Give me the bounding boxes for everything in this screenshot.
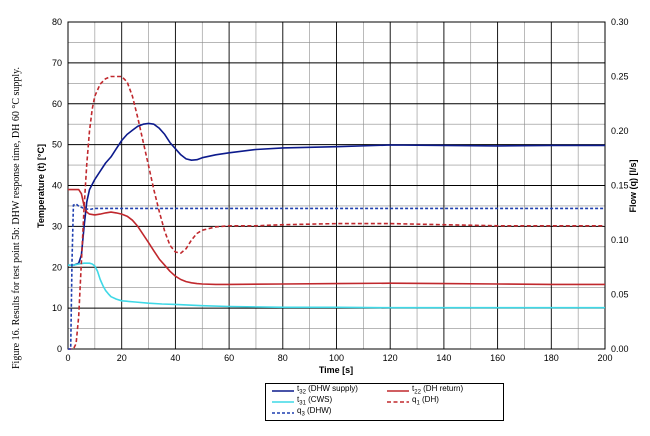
legend-label: t31 (CWS) (297, 394, 332, 410)
x-tick-label: 20 (117, 353, 127, 363)
y-left-tick-label: 20 (52, 262, 62, 272)
legend-label-main: q (297, 405, 302, 415)
y-left-axis-title: Temperature (t) [°C] (36, 144, 46, 228)
x-tick-label: 200 (597, 353, 612, 363)
legend-label-main: q (412, 394, 417, 404)
legend-label-text: (DH) (419, 394, 439, 404)
y-left-tick-label: 0 (57, 344, 62, 354)
legend-label-text: (DHW supply) (305, 383, 358, 393)
x-tick-label: 180 (544, 353, 559, 363)
x-tick-label: 100 (329, 353, 344, 363)
legend-label: q1 (DH) (412, 394, 439, 410)
legend-label-subscript: 1 (416, 400, 420, 407)
legend-swatch (272, 389, 294, 392)
legend-label-subscript: 31 (299, 400, 306, 407)
legend-item: t32 (DHW supply) (272, 383, 358, 399)
x-axis-title: Time [s] (319, 365, 353, 375)
y-right-tick-label: 0.20 (611, 126, 629, 136)
figure-caption: Figure 16. Results for test point 5b: DH… (11, 67, 22, 369)
y-left-tick-label: 50 (52, 140, 62, 150)
legend-label-subscript: 3 (301, 411, 305, 418)
x-tick-label: 80 (278, 353, 288, 363)
x-tick-label: 120 (383, 353, 398, 363)
series-line-0 (68, 122, 605, 267)
y-left-tick-label: 40 (52, 181, 62, 191)
legend-swatch (272, 411, 294, 414)
y-right-tick-label: 0.10 (611, 235, 629, 245)
series-layer (68, 75, 605, 350)
y-right-tick-label: 0.00 (611, 344, 629, 354)
chart-legend: t32 (DHW supply) t22 (DH return) t31 (CWS)… (265, 383, 504, 421)
legend-label-main: t (412, 383, 415, 393)
x-tick-label: 160 (490, 353, 505, 363)
y-left-tick-label: 30 (52, 221, 62, 231)
y-left-tick-labels: 0 10 20 30 40 50 60 70 80 (52, 17, 62, 354)
series-line-4 (68, 203, 605, 350)
legend-label-main: t (297, 394, 300, 404)
legend-item: t22 (DH return) (387, 383, 463, 399)
legend-label-main: t (297, 383, 300, 393)
y-right-tick-label: 0.25 (611, 72, 629, 82)
legend-label: q3 (DHW) (297, 405, 331, 421)
legend-label: t32 (DHW supply) (297, 383, 358, 399)
y-right-tick-label: 0.15 (611, 181, 629, 191)
y-right-tick-labels: 0.00 0.05 0.10 0.15 0.20 0.25 0.30 (611, 17, 629, 354)
x-tick-label: 60 (224, 353, 234, 363)
plot-border (67, 21, 606, 350)
y-left-tick-label: 60 (52, 99, 62, 109)
y-left-tick-label: 70 (52, 58, 62, 68)
y-right-tick-label: 0.30 (611, 17, 629, 27)
series-line-3 (68, 75, 605, 350)
legend-label: t22 (DH return) (412, 383, 463, 399)
x-tick-label: 140 (436, 353, 451, 363)
legend-item: q3 (DHW) (272, 405, 331, 421)
y-left-tick-label: 10 (52, 303, 62, 313)
legend-label-text: (DHW) (304, 405, 332, 415)
legend-label-subscript: 22 (414, 389, 421, 396)
series-line-1 (68, 188, 605, 286)
y-right-axis-title: Flow (q) [l/s] (628, 160, 638, 213)
legend-item: q1 (DH) (387, 394, 439, 410)
legend-swatch (272, 400, 294, 403)
legend-item: t31 (CWS) (272, 394, 332, 410)
legend-label-subscript: 32 (299, 389, 306, 396)
y-right-tick-label: 0.05 (611, 290, 629, 300)
figure-caption-text: Figure 16. Results for test point 5b: DH… (11, 67, 22, 369)
x-tick-label: 40 (170, 353, 180, 363)
legend-swatch (387, 389, 409, 392)
legend-label-text: (CWS) (305, 394, 333, 404)
y-left-tick-label: 80 (52, 17, 62, 27)
legend-swatch (387, 400, 409, 403)
legend-label-text: (DH return) (420, 383, 464, 393)
x-tick-label: 0 (65, 353, 70, 363)
x-tick-labels: 0 20 40 60 80 100 120 140 160 180 200 (65, 353, 612, 363)
series-line-2 (68, 262, 605, 309)
